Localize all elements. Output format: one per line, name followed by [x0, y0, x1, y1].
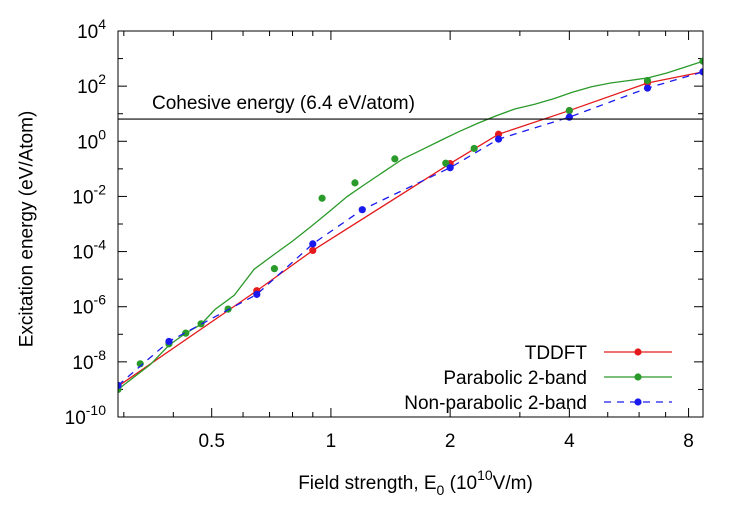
- data-point: [197, 320, 205, 328]
- axis-ticks-layer: [118, 30, 703, 418]
- x-tick-label: 2: [445, 431, 456, 452]
- data-point: [136, 360, 144, 368]
- y-tick-exponent: -2: [94, 181, 107, 197]
- legend-swatch-marker: [634, 348, 642, 356]
- y-tick-exponent: -10: [86, 402, 106, 418]
- legend-label: Parabolic 2-band: [443, 368, 587, 389]
- series-line: [118, 60, 703, 390]
- data-point: [699, 57, 703, 65]
- data-point: [643, 84, 652, 92]
- data-point: [446, 164, 454, 172]
- legend: TDDFT Parabolic 2-band Non-parabolic 2-ban…: [404, 343, 672, 414]
- data-point: [318, 194, 326, 202]
- y-tick-label: 100: [77, 126, 106, 153]
- legend-label: Non-parabolic 2-band: [404, 393, 587, 414]
- annotation-layer: Cohesive energy (6.4 eV/atom): [118, 93, 703, 120]
- data-point: [565, 106, 573, 115]
- y-tick-label: 10-2: [72, 181, 106, 208]
- y-tick-label: 10-10: [65, 402, 107, 429]
- series-line: [118, 71, 703, 386]
- y-tick-label: 104: [77, 16, 106, 43]
- x-title-text: V/m): [493, 473, 533, 494]
- data-point: [494, 135, 503, 143]
- legend-swatch-marker: [634, 398, 642, 406]
- y-tick-label: 10-6: [72, 292, 106, 319]
- y-axis-title: Excitation energy (eV/Atom): [17, 111, 38, 348]
- series-group: [118, 68, 703, 389]
- legend-label: TDDFT: [525, 343, 588, 364]
- y-tick-label: 10-8: [72, 347, 106, 374]
- data-point: [358, 206, 366, 214]
- legend-swatch-marker: [634, 373, 642, 381]
- y-tick-exponent: -8: [94, 347, 107, 363]
- plot-frame: [117, 30, 704, 418]
- y-tick-label: 10-4: [72, 237, 106, 264]
- x-title-superscript: 10: [477, 467, 493, 483]
- data-point: [182, 329, 190, 337]
- data-point: [309, 246, 317, 255]
- data-point: [309, 240, 317, 248]
- series-group: [118, 68, 703, 390]
- x-tick-label: 0.5: [198, 431, 224, 452]
- x-tick-label: 1: [326, 431, 337, 452]
- x-title-text: (10: [444, 473, 477, 494]
- series-layer: [118, 57, 703, 394]
- series-group: [118, 57, 703, 394]
- data-point: [643, 76, 652, 85]
- y-tick-exponent: 0: [98, 126, 106, 142]
- data-point: [165, 337, 173, 346]
- data-point: [470, 144, 478, 153]
- data-point: [442, 159, 450, 167]
- y-tick-label: 102: [77, 71, 106, 98]
- x-title-subscript: 0: [437, 482, 445, 498]
- data-point: [351, 179, 359, 187]
- data-point: [391, 155, 399, 163]
- x-axis-title: Field strength, E0 (1010V/m): [298, 467, 533, 498]
- data-point: [118, 381, 122, 389]
- y-tick-exponent: 4: [98, 16, 106, 32]
- y-tick-exponent: 2: [98, 71, 106, 87]
- x-tick-label: 8: [683, 431, 694, 452]
- y-tick-exponent: -6: [94, 292, 107, 308]
- tick-label-layer: 10-10 10-8 10-6 10-4 10-2 100 102 104 0.5 1 2 4 8: [65, 16, 694, 452]
- data-point: [253, 290, 261, 298]
- data-point: [565, 113, 573, 121]
- y-tick-exponent: -4: [94, 237, 107, 253]
- x-title-text: Field strength, E: [298, 473, 436, 494]
- cohesive-energy-label: Cohesive energy (6.4 eV/atom): [152, 93, 415, 114]
- data-point: [699, 68, 703, 76]
- x-tick-label: 4: [564, 431, 575, 452]
- data-point: [270, 265, 279, 273]
